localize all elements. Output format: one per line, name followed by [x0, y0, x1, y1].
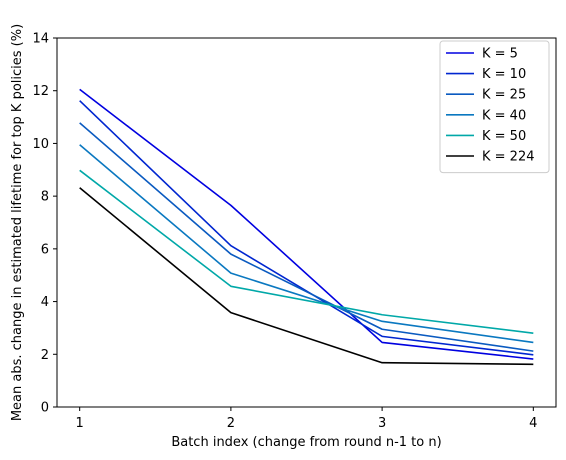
- y-tick-label: 6: [41, 242, 49, 257]
- x-tick-label: 3: [378, 416, 386, 431]
- x-tick-label: 4: [529, 416, 537, 431]
- legend-entry-label: K = 5: [482, 47, 518, 62]
- y-tick-label: 14: [32, 32, 49, 47]
- series-line-1: [79, 88, 534, 360]
- legend-entry-label: K = 224: [482, 150, 535, 165]
- legend: K = 5 K = 10 K = 25 K = 40 K = 50 K = 224: [439, 40, 550, 174]
- legend-entry-label: K = 50: [482, 129, 526, 144]
- y-tick-label: 10: [32, 137, 49, 152]
- series-lines: [79, 88, 534, 366]
- series-line-5: [79, 169, 534, 334]
- legend-entry-label: K = 40: [482, 108, 526, 123]
- x-tick-label: 1: [76, 416, 84, 431]
- x-tick-label: 2: [227, 416, 235, 431]
- y-tick-label: 4: [41, 295, 49, 310]
- series-line-6: [79, 187, 534, 366]
- y-tick-label: 0: [41, 401, 49, 416]
- y-axis-label: Mean abs. change in estimated lifetime f…: [10, 24, 25, 421]
- x-axis-ticks: 1 2 3 4: [76, 407, 537, 431]
- legend-entry-label: K = 25: [482, 88, 526, 103]
- y-tick-label: 12: [32, 84, 49, 99]
- y-tick-label: 2: [41, 348, 49, 363]
- plot-frame: [56, 37, 557, 408]
- y-axis-ticks: 0 2 4 6 8 10 12 14: [32, 32, 57, 416]
- legend-entry-label: K = 10: [482, 67, 526, 82]
- y-tick-label: 8: [41, 190, 49, 205]
- series-line-3: [79, 122, 534, 352]
- series-line-4: [79, 144, 534, 344]
- x-axis-label: Batch index (change from round n-1 to n): [171, 435, 441, 450]
